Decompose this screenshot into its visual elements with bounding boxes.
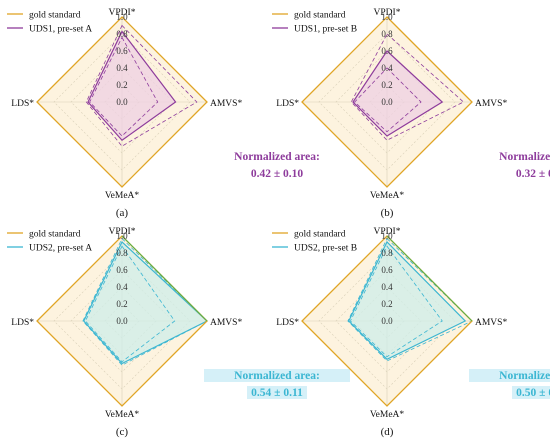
- normalized-area-value: 0.42 ± 0.10: [251, 168, 304, 180]
- series-area: [348, 241, 466, 360]
- tick-label: 1.0: [116, 12, 128, 22]
- normalized-area-label: Normalized area:: [234, 151, 320, 163]
- axis-label: VPDI*: [109, 227, 136, 237]
- tick-label: 0.0: [116, 316, 128, 326]
- series-bound-dashed: [84, 245, 176, 363]
- axis-label: LDS*: [11, 99, 34, 109]
- series-area: [83, 241, 207, 364]
- legend-label: gold standard: [294, 11, 346, 21]
- gold-edge-overlay: [121, 235, 208, 322]
- axis-label: VPDI*: [374, 227, 401, 237]
- annotation-highlight: [204, 369, 350, 382]
- series-bound-dashed: [349, 245, 443, 358]
- panel-label: (a): [116, 207, 129, 219]
- normalized-area-label: Normalized area:: [234, 370, 320, 382]
- tick-label: 0.8: [381, 248, 393, 258]
- legend-label: gold standard: [29, 11, 81, 21]
- axis-label: VeMeA*: [370, 191, 405, 201]
- panel-label: (c): [116, 426, 129, 438]
- series-area: [353, 51, 443, 136]
- normalized-area-label: Normalized area:: [499, 151, 550, 163]
- axis-label: LDS*: [11, 318, 34, 328]
- axis-label: LDS*: [276, 99, 299, 109]
- series-line: [83, 240, 209, 365]
- legend-label: gold standard: [29, 230, 81, 240]
- tick-label: 0.4: [116, 63, 128, 73]
- tick-label: 0.6: [381, 46, 393, 56]
- axis-label: VeMeA*: [370, 410, 405, 420]
- series-bound-dashed: [89, 36, 159, 137]
- tick-label: 0.2: [116, 80, 127, 90]
- axis-label: AMVS*: [210, 99, 242, 109]
- legend-label: UDS2, pre-set A: [29, 244, 92, 254]
- series-line: [348, 240, 467, 360]
- axis-label: AMVS*: [210, 318, 242, 328]
- tick-label: 0.8: [116, 248, 128, 258]
- series-bound-dashed: [350, 33, 465, 141]
- tick-label: 0.6: [116, 46, 128, 56]
- tick-label: 0.4: [381, 63, 393, 73]
- tick-label: 0.2: [381, 299, 392, 309]
- normalized-area-value: 0.54 ± 0.11: [251, 387, 303, 399]
- tick-label: 0.0: [381, 97, 393, 107]
- tick-label: 0.4: [381, 282, 393, 292]
- tick-label: 0.2: [381, 80, 392, 90]
- tick-label: 0.0: [381, 316, 393, 326]
- axis-label: AMVS*: [475, 318, 507, 328]
- legend: gold standard UDS2, pre-set B: [272, 230, 357, 254]
- legend-label: UDS2, pre-set B: [294, 244, 357, 254]
- series-area: [88, 31, 176, 141]
- legend-label: UDS1, pre-set B: [294, 25, 357, 35]
- tick-label: 1.0: [381, 12, 393, 22]
- tick-label: 0.4: [116, 282, 128, 292]
- axis-label: VPDI*: [109, 8, 136, 18]
- axis-label: VeMeA*: [105, 191, 140, 201]
- gold-standard-line: [36, 16, 208, 188]
- panel-label: (d): [381, 426, 394, 438]
- gold-standard-line: [301, 16, 473, 188]
- legend: gold standard UDS1, pre-set A: [7, 11, 92, 35]
- tick-label: 0.6: [116, 265, 128, 275]
- annotation-highlight: [247, 386, 307, 399]
- normalized-area-value: 0.50 ± 0.11: [516, 387, 550, 399]
- axis-label: VPDI*: [374, 8, 401, 18]
- tick-label: 1.0: [381, 231, 393, 241]
- legend-label: UDS1, pre-set A: [29, 25, 92, 35]
- tick-label: 1.0: [116, 231, 128, 241]
- axis-label: LDS*: [276, 318, 299, 328]
- annotation-highlight: [512, 386, 550, 399]
- tick-label: 0.8: [116, 29, 128, 39]
- tick-label: 0.8: [381, 29, 393, 39]
- tick-label: 0.6: [381, 265, 393, 275]
- normalized-area-label: Normalized area:: [499, 370, 550, 382]
- legend: gold standard UDS2, pre-set A: [7, 230, 92, 254]
- tick-label: 0.0: [116, 97, 128, 107]
- gold-edge-overlay: [386, 235, 473, 322]
- axis-label: VeMeA*: [105, 410, 140, 420]
- series-line: [87, 30, 177, 142]
- normalized-area-value: 0.32 ± 0.12: [516, 168, 550, 180]
- annotation-highlight: [469, 369, 550, 382]
- series-line: [352, 50, 444, 137]
- series-bound-dashed: [354, 67, 422, 133]
- legend: gold standard UDS1, pre-set B: [272, 11, 357, 35]
- legend-label: gold standard: [294, 230, 346, 240]
- tick-label: 0.2: [116, 299, 127, 309]
- axis-label: AMVS*: [475, 99, 507, 109]
- panel-label: (b): [381, 207, 394, 219]
